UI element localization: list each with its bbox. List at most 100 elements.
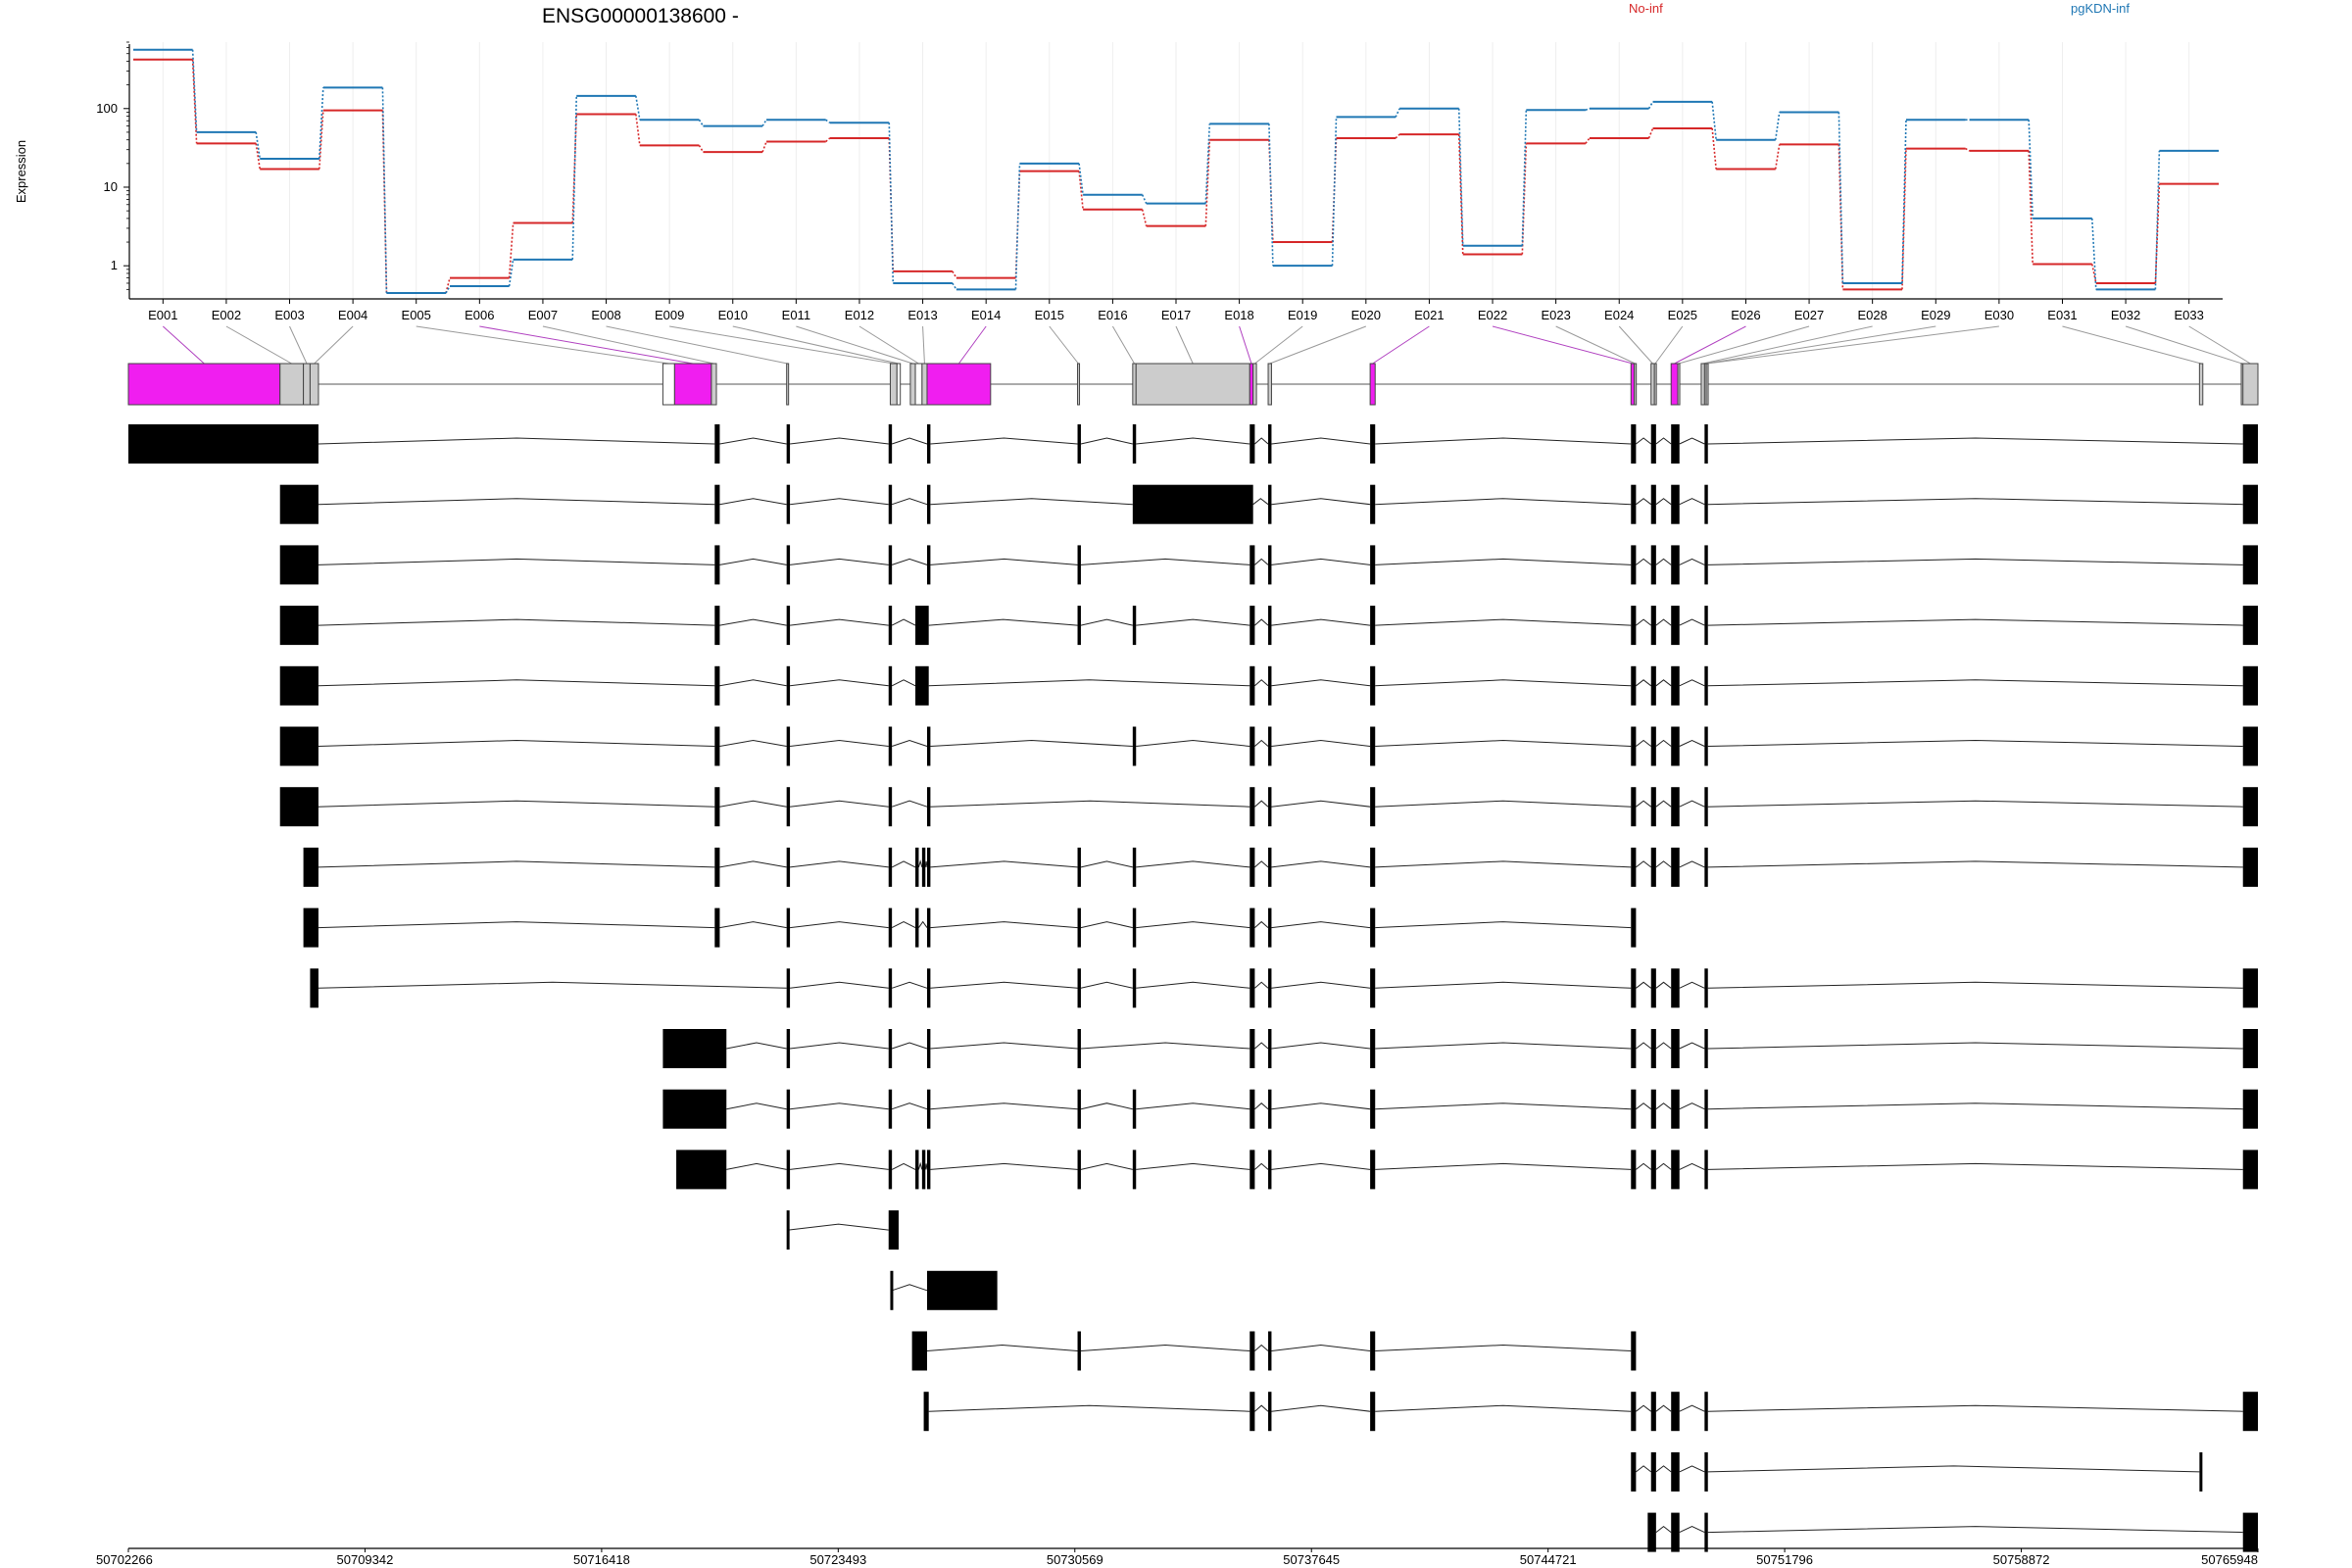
transcript-exon xyxy=(888,484,893,524)
intron-line xyxy=(1679,981,1705,989)
series-connector xyxy=(1331,117,1338,267)
transcript-exon xyxy=(1268,968,1272,1008)
intron-line xyxy=(1707,437,2243,445)
intron-line xyxy=(1254,1162,1269,1170)
intron-line xyxy=(1271,618,1371,626)
intron-line xyxy=(1136,437,1250,445)
series-connector xyxy=(635,114,641,146)
transcript-exon xyxy=(888,847,893,887)
transcript-exon xyxy=(1671,847,1680,887)
y-axis-ticks: 1 10 100 xyxy=(96,41,129,290)
series-connector xyxy=(2090,218,2097,290)
exon-model-e006 xyxy=(673,363,712,406)
transcript-exon xyxy=(1250,847,1255,887)
connector-e016 xyxy=(1111,325,1135,365)
x-tick-label-e004: E004 xyxy=(338,308,368,322)
transcript-exon xyxy=(888,606,893,646)
intron-line xyxy=(726,1162,787,1170)
transcript-exon xyxy=(926,424,931,464)
transcript-exon xyxy=(1077,606,1081,646)
intron-line xyxy=(1375,739,1632,747)
series-connector xyxy=(952,270,957,279)
intron-line xyxy=(318,498,715,506)
transcript-exon xyxy=(926,968,931,1008)
intron-line xyxy=(318,921,715,929)
intron-line xyxy=(1679,618,1705,626)
transcript-row xyxy=(279,787,2258,827)
intron-line xyxy=(1707,860,2243,868)
connector-e002 xyxy=(225,325,292,365)
x-tick-label-e013: E013 xyxy=(907,308,937,322)
connector-e032 xyxy=(2125,325,2243,365)
exon-model-e003 xyxy=(303,363,311,406)
intron-line xyxy=(1679,800,1705,808)
intron-line xyxy=(1254,1404,1269,1412)
connector-e011 xyxy=(796,325,913,365)
transcript-exon xyxy=(1132,726,1137,766)
intron-line xyxy=(719,800,787,808)
transcript-exon xyxy=(1268,726,1272,766)
intron-line xyxy=(1636,739,1652,747)
intron-line xyxy=(1679,1404,1705,1412)
connector-e015 xyxy=(1049,325,1079,365)
series-connector xyxy=(508,222,514,278)
intron-line xyxy=(719,618,787,626)
intron-line xyxy=(1655,618,1672,626)
transcript-row xyxy=(923,1392,2258,1432)
intron-line xyxy=(928,679,1250,687)
exon-model-e031 xyxy=(2198,363,2204,406)
transcript-exon xyxy=(1250,545,1255,585)
transcript-exon xyxy=(921,1150,926,1190)
x-tick-label-e027: E027 xyxy=(1794,308,1824,322)
intron-line xyxy=(891,558,928,565)
intron-line xyxy=(1375,860,1632,868)
intron-line xyxy=(318,860,715,868)
transcript-exon xyxy=(1250,1089,1255,1129)
transcript-exon xyxy=(303,847,318,887)
intron-line xyxy=(1080,921,1133,929)
exon-model-e005 xyxy=(662,363,675,406)
x-tick-label-e020: E020 xyxy=(1351,308,1381,322)
transcript-exon xyxy=(1370,606,1376,646)
transcript-exon xyxy=(888,968,893,1008)
intron-line xyxy=(930,1102,1078,1110)
intron-line xyxy=(1254,800,1269,808)
intron-line xyxy=(1655,1525,1672,1533)
transcript-exon xyxy=(786,1089,791,1129)
connector-e013 xyxy=(922,325,925,365)
transcript-exon xyxy=(1370,1331,1376,1371)
intron-line xyxy=(1080,558,1250,565)
transcript-exon xyxy=(1132,847,1137,887)
intron-line xyxy=(1271,800,1371,808)
intron-line xyxy=(1707,1404,2243,1412)
series-connector xyxy=(255,143,262,170)
intron-line xyxy=(1375,981,1632,989)
transcript-exon xyxy=(915,665,929,706)
transcript-exon xyxy=(1077,1029,1081,1068)
intron-line xyxy=(930,1162,1078,1170)
transcript-exon xyxy=(1370,847,1376,887)
intron-line xyxy=(1375,1102,1632,1110)
intron-line xyxy=(1136,1102,1250,1110)
intron-line xyxy=(1679,679,1705,687)
transcript-exon xyxy=(1650,1029,1656,1068)
intron-line xyxy=(1655,860,1672,868)
connector-e030 xyxy=(1706,325,1999,365)
intron-line xyxy=(1636,498,1652,506)
intron-line xyxy=(1136,981,1250,989)
intron-line xyxy=(1254,739,1269,747)
intron-line xyxy=(928,1404,1250,1412)
intron-line xyxy=(891,800,928,808)
intron-line xyxy=(1707,1102,2243,1110)
connector-e025 xyxy=(1654,325,1684,365)
transcript-exon xyxy=(1250,726,1255,766)
intron-line xyxy=(719,921,787,929)
transcript-exon xyxy=(1631,606,1637,646)
transcript-exon xyxy=(279,484,318,524)
series-connector xyxy=(1647,127,1654,139)
intron-line xyxy=(1636,618,1652,626)
transcript-row xyxy=(279,726,2258,766)
x-tick-label-e024: E024 xyxy=(1604,308,1634,322)
x-tick-label-e026: E026 xyxy=(1731,308,1760,322)
intron-line xyxy=(790,860,889,868)
